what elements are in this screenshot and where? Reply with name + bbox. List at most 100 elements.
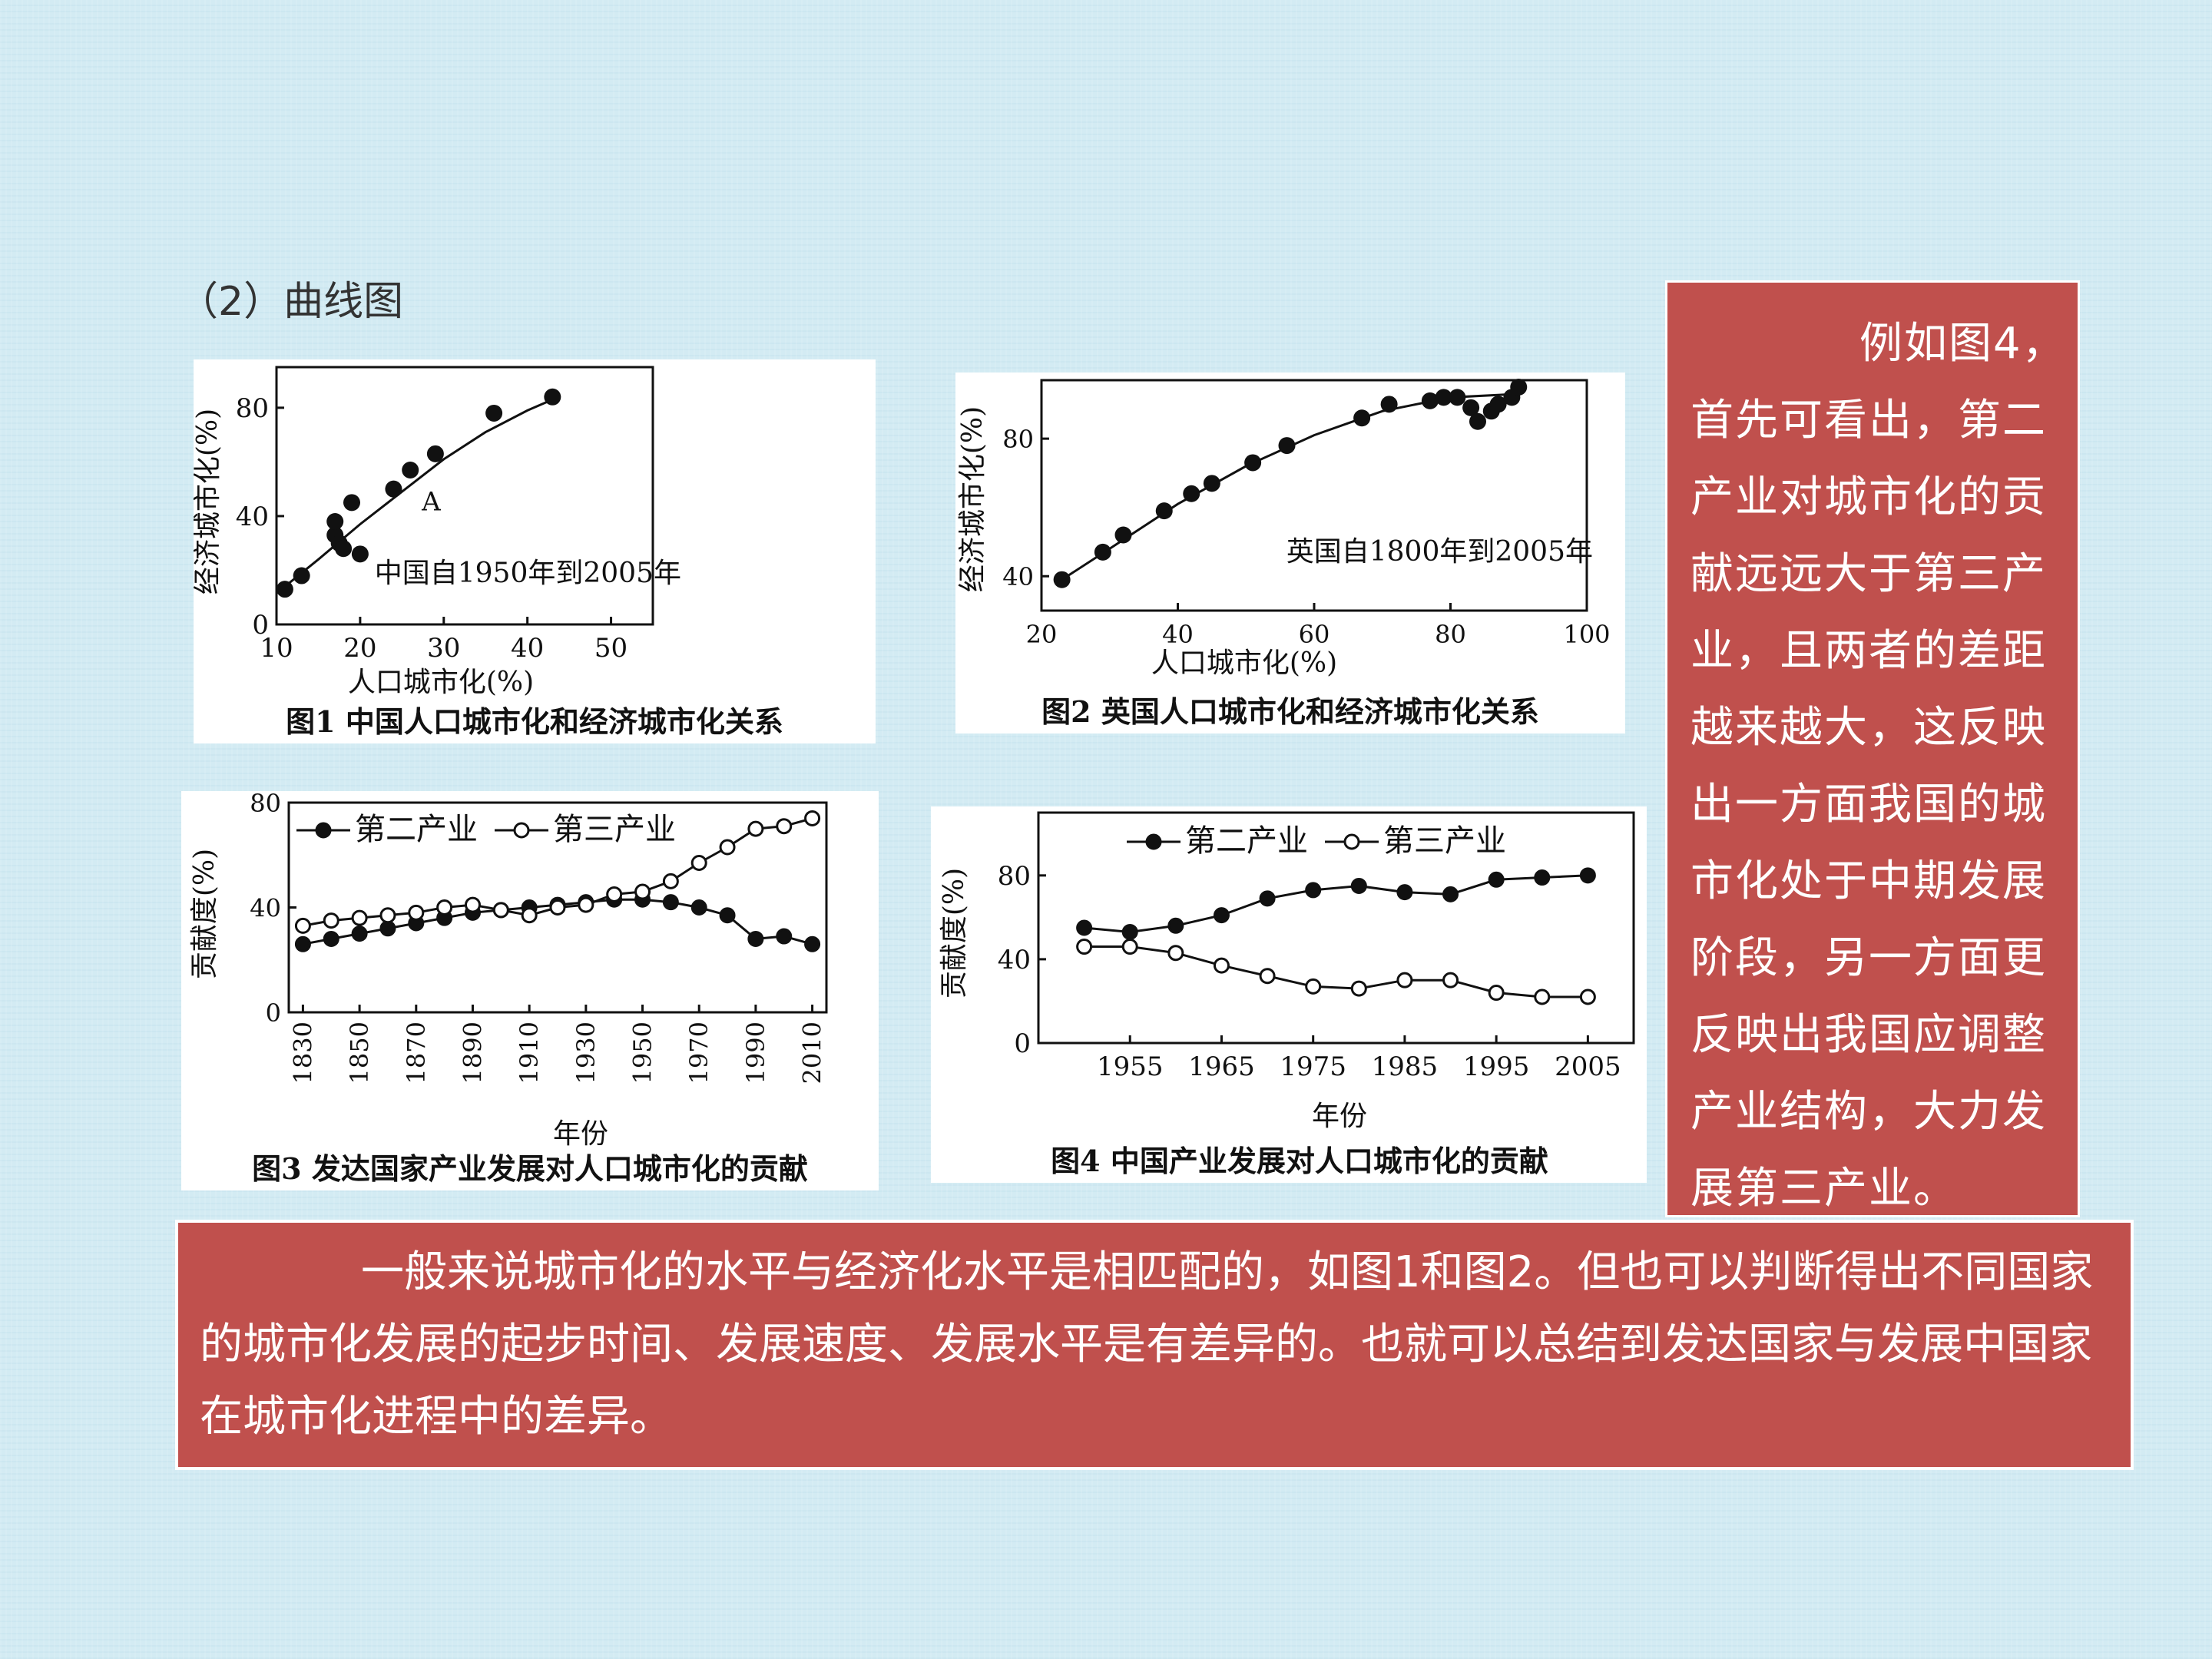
figure-caption: 图2 英国人口城市化和经济城市化关系 bbox=[1041, 694, 1539, 729]
data-point bbox=[544, 388, 561, 406]
plot-frame bbox=[275, 366, 654, 626]
data-point bbox=[1053, 571, 1071, 588]
x-axis-label: 年份 bbox=[1312, 1101, 1367, 1132]
y-tick-label: 40 bbox=[236, 502, 269, 532]
series-marker bbox=[634, 883, 651, 900]
y-tick-label: 40 bbox=[998, 945, 1031, 975]
x-tick-label: 1950 bbox=[628, 1022, 657, 1084]
legend-label: 第三产业 bbox=[553, 812, 676, 847]
y-axis-label: 贡献度(%) bbox=[939, 868, 970, 998]
data-point bbox=[1435, 389, 1452, 406]
x-tick-label: 1970 bbox=[684, 1022, 714, 1084]
data-point bbox=[1155, 502, 1173, 520]
y-tick-label: 80 bbox=[236, 393, 269, 424]
series-marker bbox=[294, 917, 311, 934]
series-marker bbox=[1076, 939, 1093, 955]
example-note-text: 例如图4，首先可看出，第二产业对城市化的贡献远远大于第三产业，且两者的差距越来越… bbox=[1690, 319, 2067, 1214]
data-point bbox=[1114, 526, 1132, 544]
x-tick-label: 1890 bbox=[458, 1022, 487, 1084]
series-marker bbox=[1442, 886, 1459, 902]
series-marker bbox=[776, 928, 793, 945]
series-marker bbox=[690, 854, 707, 871]
series-marker bbox=[690, 899, 707, 916]
data-point bbox=[485, 404, 503, 422]
data-point bbox=[426, 445, 444, 462]
data-point bbox=[293, 567, 310, 584]
series-marker bbox=[1259, 890, 1276, 907]
legend-marker bbox=[1145, 833, 1162, 850]
plot-frame bbox=[1040, 379, 1588, 612]
series-marker bbox=[464, 896, 481, 913]
data-point bbox=[1244, 454, 1262, 472]
chart-annotation: 英国自1800年到2005年 bbox=[1286, 536, 1593, 568]
series-marker bbox=[1259, 968, 1276, 985]
series-marker bbox=[408, 904, 425, 921]
series-marker bbox=[492, 902, 509, 919]
chart-1: 10 20 30 40 50 0 40 80 人口城市化(%) 经济城市化(%) 图1 中国人口城市… bbox=[194, 366, 783, 739]
data-point bbox=[385, 480, 402, 498]
series-marker bbox=[747, 930, 764, 947]
x-tick-label: 40 bbox=[1162, 620, 1194, 649]
series-marker bbox=[1167, 945, 1184, 962]
figure-3: 1830 1850 1870 1890 1910 1930 1950 1970 1990 2010… bbox=[181, 791, 879, 1190]
series-marker bbox=[747, 820, 764, 837]
y-axis-label: 经济城市化(%) bbox=[957, 406, 988, 592]
legend-label: 第二产业 bbox=[355, 812, 478, 847]
x-tick-label: 1990 bbox=[741, 1022, 770, 1084]
x-tick-label: 1985 bbox=[1372, 1051, 1439, 1082]
data-point bbox=[1094, 543, 1111, 561]
series-marker bbox=[294, 935, 311, 952]
series-marker bbox=[521, 907, 538, 924]
series-marker bbox=[351, 909, 368, 926]
summary-text: 一般来说城市化的水平与经济化水平是相匹配的，如图1和图2。但也可以判断得出不同国… bbox=[200, 1247, 2094, 1442]
legend-label: 第二产业 bbox=[1185, 823, 1308, 859]
x-tick-label: 2005 bbox=[1555, 1051, 1621, 1082]
series-marker bbox=[606, 886, 623, 902]
y-tick-label: 40 bbox=[1002, 562, 1034, 591]
y-tick-label: 80 bbox=[250, 791, 281, 818]
figure-1: 10 20 30 40 50 0 40 80 人口城市化(%) 经济城市化(%) 图1 中国人口城市… bbox=[194, 359, 876, 743]
series-marker bbox=[379, 920, 396, 937]
x-tick-label: 40 bbox=[511, 633, 544, 664]
series-marker bbox=[1305, 978, 1322, 995]
series-marker bbox=[1121, 923, 1138, 940]
x-tick-label: 1930 bbox=[571, 1022, 601, 1084]
chart-2: 20 40 60 80 100 40 80 人口城市化(%) 经济城市化(%) 图2 英国人口城市… bbox=[957, 378, 1611, 729]
series-marker bbox=[1396, 972, 1413, 988]
series-marker bbox=[1213, 907, 1230, 924]
x-tick-label: 1975 bbox=[1280, 1051, 1346, 1082]
data-point bbox=[1510, 378, 1528, 396]
data-point bbox=[1489, 396, 1507, 413]
x-tick-label: 1870 bbox=[402, 1022, 431, 1084]
series-marker bbox=[662, 894, 679, 911]
data-point bbox=[335, 540, 353, 558]
y-tick-label: 0 bbox=[252, 610, 269, 641]
series-marker bbox=[323, 930, 339, 947]
series-marker bbox=[719, 839, 736, 856]
y-tick-label: 80 bbox=[1002, 425, 1034, 454]
x-axis-label: 年份 bbox=[553, 1118, 608, 1150]
series-marker bbox=[1213, 957, 1230, 974]
y-tick-label: 40 bbox=[250, 894, 281, 923]
section-heading: （2）曲线图 bbox=[178, 279, 404, 325]
series-marker bbox=[1396, 884, 1413, 901]
series-marker bbox=[1121, 939, 1138, 955]
figure-4: 1955 1965 1975 1985 1995 2005 0 40 80 年份 贡献度(%) 图4 … bbox=[931, 806, 1647, 1183]
data-point bbox=[276, 581, 293, 598]
series-marker bbox=[1076, 919, 1093, 936]
x-axis-label: 人口城市化(%) bbox=[348, 667, 534, 698]
x-tick-label: 20 bbox=[1026, 620, 1058, 649]
plot-frame bbox=[1037, 811, 1635, 1045]
x-tick-label: 1830 bbox=[288, 1022, 317, 1084]
series-marker bbox=[1350, 980, 1367, 997]
data-point bbox=[351, 545, 369, 563]
series-marker bbox=[436, 899, 453, 916]
legend-marker bbox=[513, 822, 530, 839]
figure-caption: 图4 中国产业发展对人口城市化的贡献 bbox=[1051, 1144, 1548, 1178]
figure-2: 20 40 60 80 100 40 80 人口城市化(%) 经济城市化(%) 图2 英国人口城市… bbox=[955, 373, 1625, 733]
series-marker bbox=[804, 810, 821, 826]
data-point bbox=[1469, 412, 1486, 430]
x-tick-label: 20 bbox=[343, 633, 376, 664]
series-marker bbox=[776, 818, 793, 835]
legend-label: 第三产业 bbox=[1383, 823, 1506, 859]
